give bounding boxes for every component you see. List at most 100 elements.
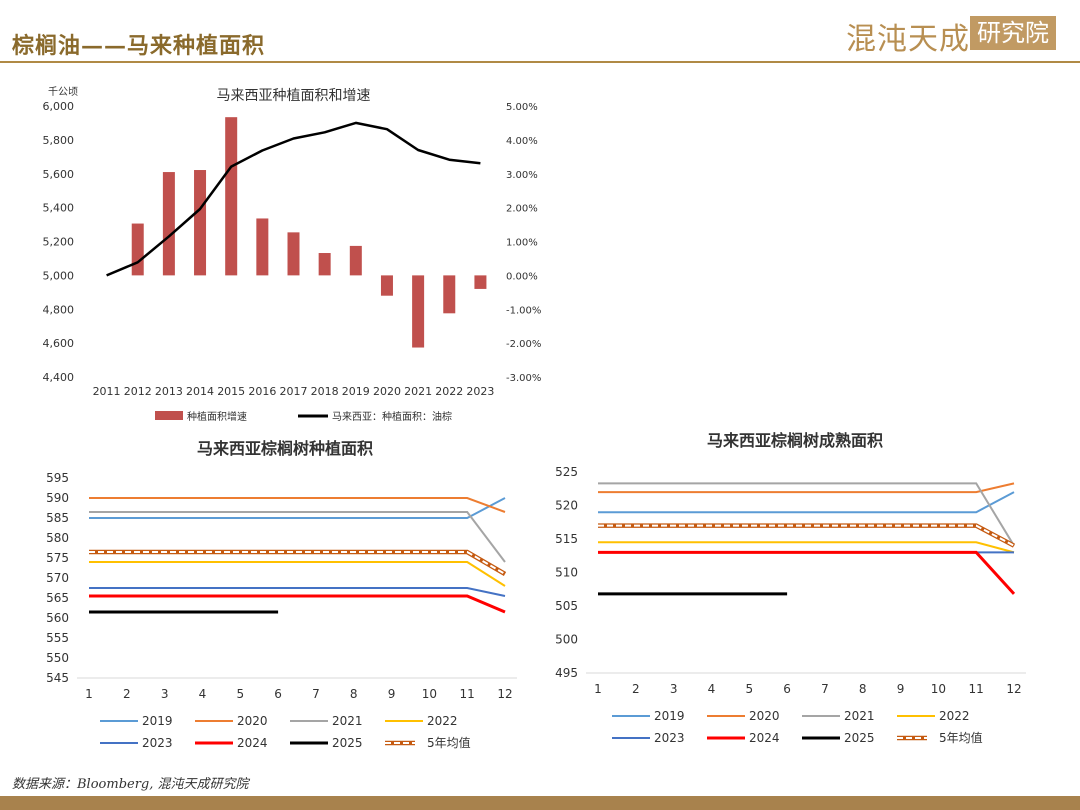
y-tick-left: 5,200 [43,236,75,249]
chart-area-growth: 马来西亚种植面积和增速 千公顷 4,400 4,600 4,800 5,000 5,200 5… [43,86,542,423]
y-tick: 560 [46,611,69,625]
source-note: 数据来源：Bloomberg, 混沌天成研究院 [12,777,249,792]
x-tick: 12 [1006,682,1021,696]
y-tick: 585 [46,511,69,525]
series-line [89,594,506,614]
y-tick-left: 4,400 [43,371,75,384]
bar [256,218,269,276]
legend-label: 2022 [427,714,458,728]
x-tick: 11 [460,687,475,701]
y-tick-left: 5,000 [43,269,75,282]
x-tick: 4 [199,687,207,701]
x-tick: 4 [708,682,716,696]
x-tick: 5 [745,682,753,696]
y-tick-right: 0.00% [506,271,538,282]
bar [443,275,456,314]
y-tick-left: 5,800 [43,134,75,147]
x-tick: 9 [388,687,396,701]
x-tick: 1 [85,687,93,701]
y-tick-right: 5.00% [506,102,538,113]
y-tick: 505 [555,599,578,613]
legend-label: 2025 [844,731,875,745]
bar [162,172,175,276]
legend-label: 5年均值 [939,730,983,745]
x-tick: 8 [350,687,358,701]
x-tick: 2012 [124,385,152,398]
legend-label: 2019 [142,714,173,728]
chart-title: 马来西亚棕榈树种植面积 [197,439,373,458]
y-tick-right: 1.00% [506,238,538,249]
legend-label: 2023 [654,731,685,745]
x-tick: 2017 [280,385,308,398]
bar [287,232,300,276]
legend-label: 2019 [654,709,685,723]
series-line [89,497,506,519]
y-tick: 510 [555,566,578,580]
chart-planted-area: 马来西亚棕榈树种植面积54555055556056557057558058559… [46,439,517,750]
x-tick: 2016 [248,385,276,398]
bar [225,117,238,276]
y-tick: 555 [46,631,69,645]
y-tick-right: 4.00% [506,136,538,147]
series-line [89,511,506,563]
series-line-dash [89,551,506,575]
x-tick: 2015 [217,385,245,398]
y-tick: 575 [46,551,69,565]
legend-label: 2023 [142,736,173,750]
series-line [598,482,1015,547]
bar [474,275,487,289]
x-tick: 1 [594,682,602,696]
bar [318,253,331,276]
legend-label: 2022 [939,709,970,723]
y-tick: 495 [555,666,578,680]
x-tick: 2011 [93,385,121,398]
x-tick: 7 [821,682,829,696]
y-tick: 595 [46,471,69,485]
bar [380,275,393,296]
x-tick: 2022 [435,385,463,398]
y-tick: 545 [46,671,69,685]
y-tick-left: 5,400 [43,202,75,215]
y-tick: 580 [46,531,69,545]
x-tick: 3 [670,682,678,696]
legend-label: 2021 [844,709,875,723]
x-tick: 2014 [186,385,214,398]
header-divider [0,61,1080,63]
footer-bar [0,796,1080,810]
legend-label: 2021 [332,714,363,728]
x-tick: 6 [783,682,791,696]
x-tick: 10 [931,682,946,696]
y-tick: 500 [555,633,578,647]
y-tick: 515 [555,532,578,546]
page-title: 棕榈油——马来种植面积 [12,33,266,59]
logo-box: 研究院 [970,16,1056,50]
x-tick: 2019 [342,385,370,398]
x-tick: 2018 [311,385,339,398]
x-tick: 11 [969,682,984,696]
y-tick-right: 2.00% [506,204,538,215]
x-tick: 2 [123,687,131,701]
y-tick-left: 4,600 [43,337,75,350]
bar [349,245,362,276]
y-tick-left: 5,600 [43,168,75,181]
legend-label: 2020 [749,709,780,723]
series-line [106,121,481,277]
x-tick: 8 [859,682,867,696]
series-line [598,541,1015,554]
y-tick-right: -3.00% [506,373,541,384]
y-tick-left: 4,800 [43,303,75,316]
legend-label: 5年均值 [427,735,471,750]
legend-swatch [155,411,183,420]
legend-label: 2024 [749,731,780,745]
y-tick: 565 [46,591,69,605]
chart-title: 马来西亚棕榈树成熟面积 [707,431,883,450]
bar [194,170,207,276]
legend-label: 马来西亚：种植面积：油棕 [332,410,452,423]
y-tick: 525 [555,465,578,479]
y-tick: 550 [46,651,69,665]
bar [131,223,144,276]
series-line-dash [598,524,1015,547]
series-line [89,497,506,513]
x-tick: 6 [274,687,282,701]
